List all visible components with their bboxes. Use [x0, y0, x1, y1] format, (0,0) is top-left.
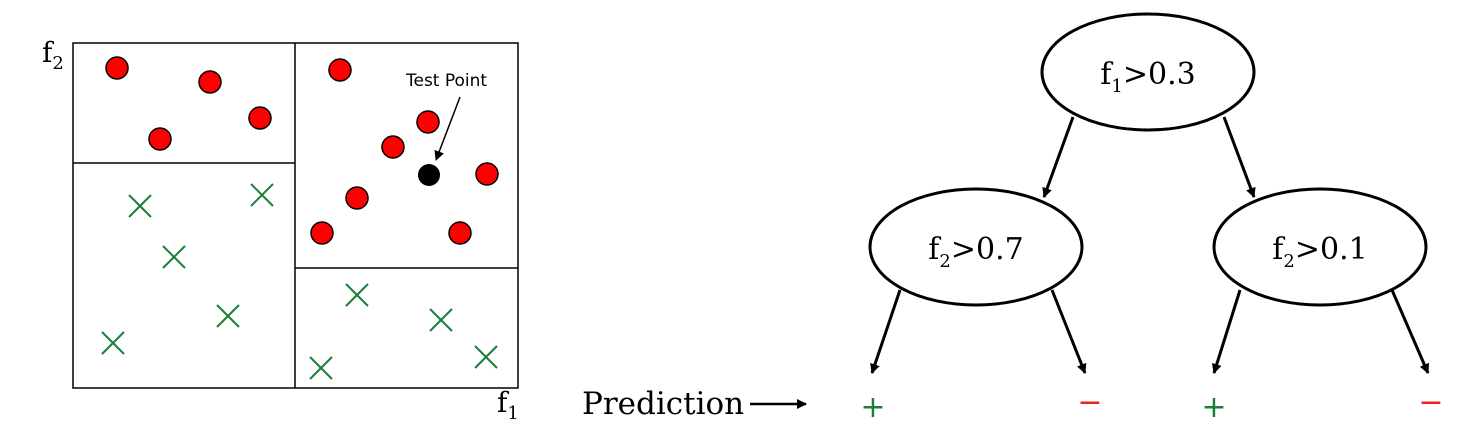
negative-point: [448, 221, 472, 245]
positive-point: [250, 183, 274, 207]
x-axis-label: f1: [497, 386, 519, 424]
positive-point: [162, 245, 186, 269]
edge-right-leaf1: [1211, 289, 1242, 374]
negative-point: [198, 70, 222, 94]
test-point-label: Test Point: [405, 71, 487, 91]
node-label: f2>0.7: [928, 232, 1023, 272]
negative-point: [248, 106, 272, 130]
edge-root-left: [1042, 116, 1075, 198]
node-ellipse: [1040, 12, 1256, 132]
node-ellipse: [1212, 187, 1428, 307]
negative-point: [148, 127, 172, 151]
decision-tree: f1>0.3 f2>0.7 f2>0.1 Prediction + − + −: [582, 12, 1444, 425]
negative-point: [105, 56, 129, 80]
negative-points: [105, 56, 499, 245]
edge-right-leaf2: [1390, 289, 1430, 374]
negative-point: [345, 186, 369, 210]
positive-point: [128, 194, 152, 218]
node-label: f2>0.1: [1272, 232, 1367, 272]
tree-node-left: f2>0.7: [868, 187, 1084, 307]
node-ellipse: [868, 187, 1084, 307]
positive-point: [101, 331, 125, 355]
prediction-label: Prediction: [582, 386, 744, 422]
negative-point: [310, 221, 334, 245]
edge-left-leaf2: [1050, 289, 1087, 374]
positive-points: [101, 183, 498, 380]
negative-point: [328, 58, 352, 82]
negative-point: [381, 135, 405, 159]
test-point-arrow: [434, 96, 461, 161]
leaf-prediction-plus: +: [860, 390, 885, 425]
positive-point: [309, 356, 333, 380]
tree-node-root: f1>0.3: [1040, 12, 1256, 132]
positive-point: [216, 304, 240, 328]
test-point: [418, 164, 440, 186]
edge-left-leaf1: [870, 289, 902, 374]
edge-root-right: [1222, 116, 1256, 198]
negative-point: [475, 162, 499, 186]
positive-point: [345, 283, 369, 307]
leaf-prediction-minus: −: [1077, 385, 1102, 420]
y-axis-label: f2: [42, 36, 64, 74]
negative-point: [416, 110, 440, 134]
positive-point: [429, 308, 453, 332]
tree-node-right: f2>0.1: [1212, 187, 1428, 307]
feature-space-plot: Test Point f2 f1: [42, 36, 519, 424]
positive-point: [474, 345, 498, 369]
leaf-prediction-minus: −: [1418, 385, 1443, 420]
leaf-prediction-plus: +: [1201, 390, 1226, 425]
node-label: f1>0.3: [1100, 57, 1195, 97]
